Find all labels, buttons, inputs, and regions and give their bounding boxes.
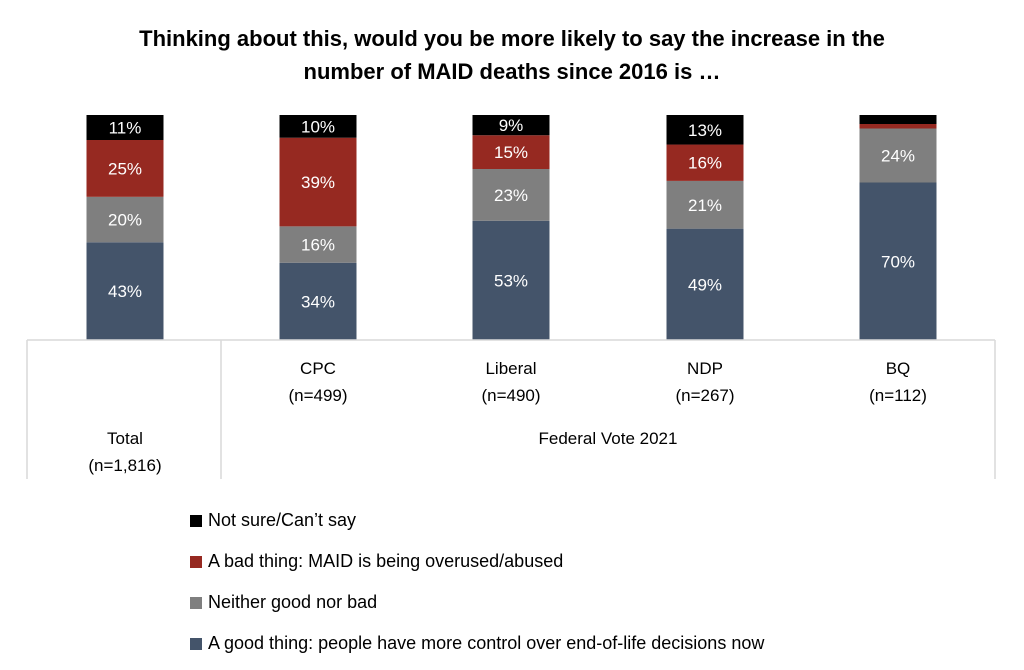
bar-segment [279,262,357,340]
legend-item: Neither good nor bad [190,582,764,623]
legend-item: A bad thing: MAID is being overused/abus… [190,541,764,582]
bar-total: 43% 20% 25% 11% [86,115,164,340]
chart-title: Thinking about this, would you be more l… [0,22,1024,88]
data-label: 13% [688,121,722,140]
legend-swatch [190,555,202,568]
bar-segment [279,115,357,138]
legend-swatch [190,514,202,527]
bar-segment [86,140,164,197]
category-n-label: (n=112) [869,386,927,405]
bar-segment [472,135,550,169]
bar-segment [472,169,550,221]
bar-segment [859,124,937,129]
data-label: 25% [108,159,142,178]
category-labels: Total (n=1,816) CPC (n=499) Liberal (n=490) ND… [88,359,927,475]
data-label: 21% [688,196,722,215]
chart-title-line-2: number of MAID deaths since 2016 is … [303,59,721,84]
category-n-label: (n=499) [288,386,347,405]
data-label: 39% [301,173,335,192]
data-label: 9% [499,116,524,135]
category-label: BQ [886,359,911,378]
data-label: 43% [108,282,142,301]
category-n-label: (n=1,816) [88,456,161,475]
bar-segment [859,182,937,340]
bar-segment [666,228,744,340]
data-label: 15% [494,143,528,162]
data-label: 11% [109,119,142,138]
legend-label: Not sure/Can’t say [208,510,357,530]
data-label: 16% [301,236,335,255]
category-n-label: (n=490) [481,386,540,405]
legend-label: Neither good nor bad [208,592,378,612]
bar-segment [666,144,744,181]
bar-segment [472,115,550,136]
data-label: 23% [494,186,528,205]
category-label: NDP [687,359,723,378]
bar-segment [86,196,164,243]
data-label: 53% [494,271,528,290]
bar-segment [279,226,357,263]
category-label: Liberal [485,359,536,378]
group-label: Federal Vote 2021 [539,429,678,448]
category-label: Total [107,429,143,448]
bar-liberal: 53% 23% 15% 9% [472,115,550,340]
bar-segment [86,115,164,140]
legend-swatch [190,637,202,650]
bar-bq: 70% 24% [859,115,937,340]
bars-group: 43% 20% 25% 11% 34% 16% 39% 10% 53% 23% 15% 9% 49% 21… [86,115,937,340]
bar-segment [859,115,937,124]
data-label: 70% [881,252,915,271]
data-label: 24% [881,147,915,166]
legend: Not sure/Can’t say A bad thing: MAID is b… [190,500,764,664]
category-n-label: (n=267) [675,386,734,405]
chart-title-line-1: Thinking about this, would you be more l… [139,26,885,51]
bar-segment [472,220,550,340]
bar-segment [859,128,937,183]
legend-item: A good thing: people have more control o… [190,623,764,664]
legend-swatch [190,596,202,609]
data-label: 49% [688,275,722,294]
category-label: CPC [300,359,336,378]
bar-segment [86,242,164,340]
data-label: 34% [301,292,335,311]
bar-segment [666,115,744,145]
bar-ndp: 49% 21% 16% 13% [666,115,744,340]
legend-item: Not sure/Can’t say [190,500,764,541]
data-label: 16% [688,154,722,173]
legend-label: A bad thing: MAID is being overused/abus… [208,551,564,571]
bar-segment [666,180,744,229]
bar-cpc: 34% 16% 39% 10% [279,115,357,340]
legend-label: A good thing: people have more control o… [208,633,765,653]
category-axis [26,339,996,479]
bar-segment [279,137,357,227]
data-label: 20% [108,211,142,230]
data-label: 10% [301,117,335,136]
